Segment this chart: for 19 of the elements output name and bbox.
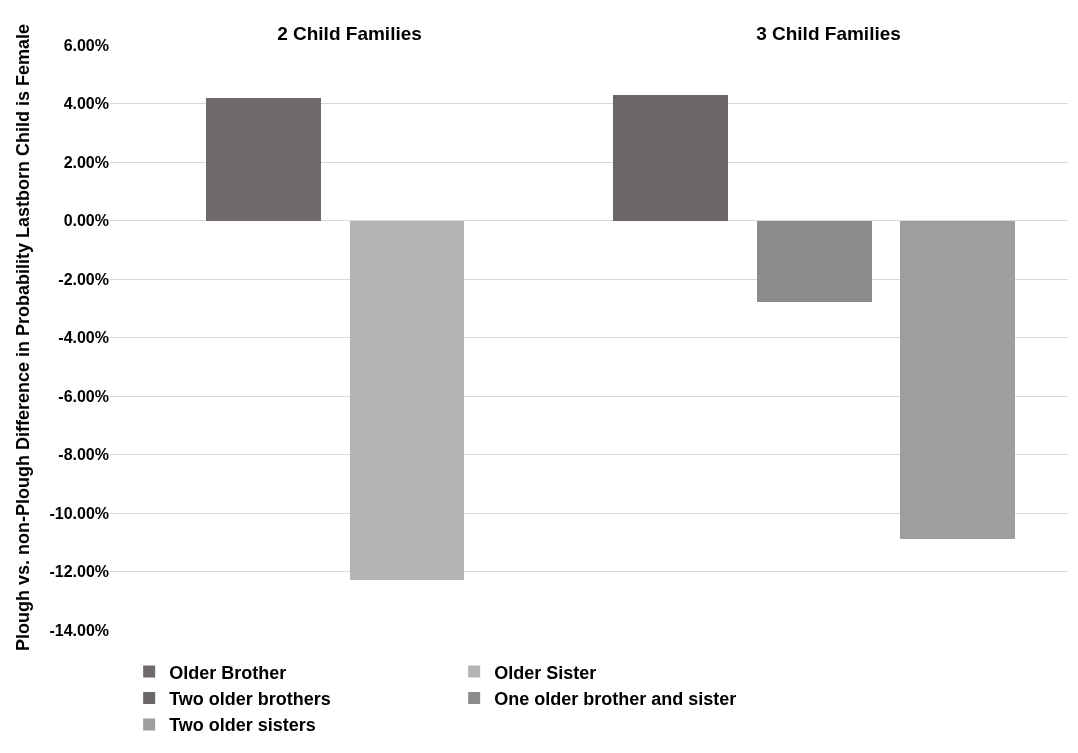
legend-label: Two older brothers: [169, 689, 331, 710]
y-tick-label: 0.00%: [63, 212, 109, 230]
x-tick-label: 3 Child Families: [756, 23, 901, 45]
y-tick-label: -2.00%: [58, 270, 109, 288]
y-tick-label: 2.00%: [63, 153, 109, 171]
y-tick-label: -14.00%: [49, 621, 109, 639]
legend-label: Older Brother: [169, 662, 287, 683]
y-tick-label: -6.00%: [58, 387, 109, 405]
y-tick-label: 6.00%: [63, 36, 109, 54]
y-tick-label: -12.00%: [49, 563, 109, 581]
legend-label: Two older sisters: [169, 715, 316, 736]
legend-label: Older Sister: [494, 662, 597, 683]
y-tick-label: -4.00%: [58, 329, 109, 347]
y-axis-title: Plough vs. non-Plough Difference in Probability Lastborn Child is Female: [12, 23, 33, 652]
x-tick-label: 2 Child Families: [277, 23, 422, 45]
y-tick-label: -10.00%: [49, 504, 109, 522]
y-tick-label: -8.00%: [58, 446, 109, 464]
legend-label: One older brother and sister: [494, 689, 737, 710]
y-tick-label: 4.00%: [63, 95, 109, 113]
